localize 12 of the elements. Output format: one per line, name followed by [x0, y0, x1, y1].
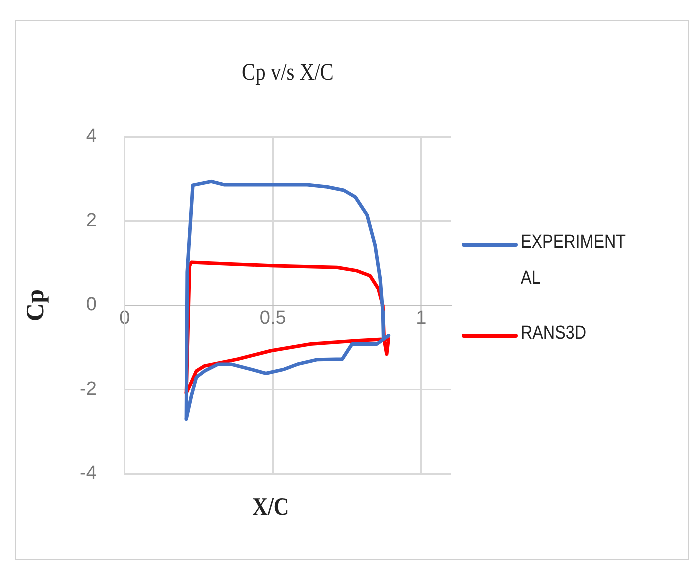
x-tick-label: 0.5	[260, 308, 286, 330]
legend-label: EXPERIMENTAL	[521, 231, 627, 291]
x-tick-label: 1	[416, 308, 427, 330]
y-tick-label: 4	[86, 126, 98, 148]
y-tick-label: 2	[86, 210, 97, 232]
x-axis-title: X/C	[252, 493, 290, 522]
legend-label: RANS3D	[521, 322, 588, 346]
y-axis-title: Cp	[22, 290, 50, 322]
chart-title: Cp v/s X/C	[242, 58, 334, 86]
y-tick-label: 0	[86, 294, 97, 316]
y-tick-label: -4	[80, 463, 98, 484]
y-tick-label: -2	[80, 378, 97, 400]
